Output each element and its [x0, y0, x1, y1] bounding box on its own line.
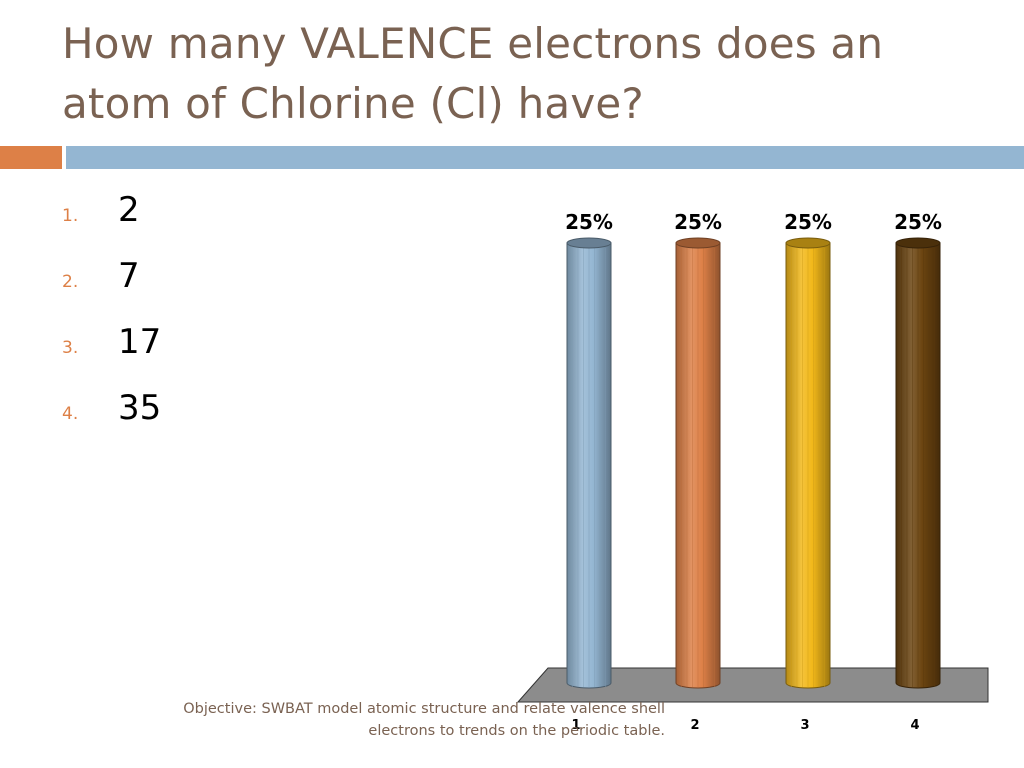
- chart-bar: [785, 237, 831, 689]
- option-number: 3.: [62, 338, 79, 358]
- data-label: 25%: [674, 210, 722, 234]
- bar-top: [785, 237, 831, 249]
- chart-floor: [516, 667, 989, 703]
- labels-layer: 25% 1 25% 2 25% 3 25% 4: [565, 210, 942, 733]
- option-text: 17: [118, 322, 162, 362]
- bar-top: [895, 237, 941, 249]
- option-item: 1. 2: [62, 190, 161, 256]
- option-number: 1.: [62, 206, 79, 226]
- option-item: 4. 35: [62, 388, 161, 454]
- data-label: 25%: [894, 210, 942, 234]
- option-item: 3. 17: [62, 322, 161, 388]
- title-rule: [66, 146, 1024, 169]
- accent-bar: [0, 146, 62, 169]
- bars-layer: [566, 237, 941, 689]
- data-label: 25%: [565, 210, 613, 234]
- option-text: 35: [118, 388, 162, 428]
- objective-text: Objective: SWBAT model atomic structure …: [183, 701, 665, 739]
- slide-title: How many VALENCE electrons does an atom …: [62, 19, 884, 128]
- bar-top: [566, 237, 612, 249]
- data-label: 25%: [784, 210, 832, 234]
- category-label: 2: [690, 718, 699, 733]
- option-number: 4.: [62, 404, 79, 424]
- chart-bar: [675, 237, 721, 689]
- category-label: 3: [800, 718, 809, 733]
- category-label: 4: [910, 718, 919, 733]
- option-text: 2: [118, 190, 140, 230]
- option-text: 7: [118, 256, 140, 296]
- response-chart: 25% 1 25% 2 25% 3 25% 4: [516, 210, 989, 733]
- category-label: 1: [571, 718, 580, 733]
- chart-bar: [895, 237, 941, 689]
- option-number: 2.: [62, 272, 79, 292]
- option-item: 2. 7: [62, 256, 161, 322]
- chart-bar: [566, 237, 612, 689]
- bar-top: [675, 237, 721, 249]
- answer-options: 1. 2 2. 7 3. 17 4. 35: [62, 190, 161, 454]
